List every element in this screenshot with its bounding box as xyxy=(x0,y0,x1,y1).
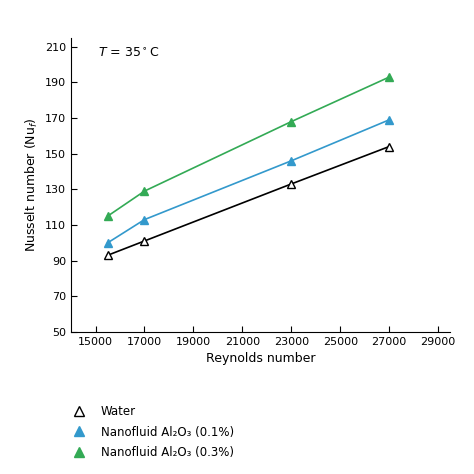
Legend: Water, Nanofluid Al₂O₃ (0.1%), Nanofluid Al₂O₃ (0.3%): Water, Nanofluid Al₂O₃ (0.1%), Nanofluid… xyxy=(63,401,238,464)
Text: $T$ = 35$^\circ$C: $T$ = 35$^\circ$C xyxy=(98,47,159,60)
Y-axis label: Nusselt number (Nu$_f$): Nusselt number (Nu$_f$) xyxy=(23,118,39,252)
X-axis label: Reynolds number: Reynolds number xyxy=(206,352,316,365)
